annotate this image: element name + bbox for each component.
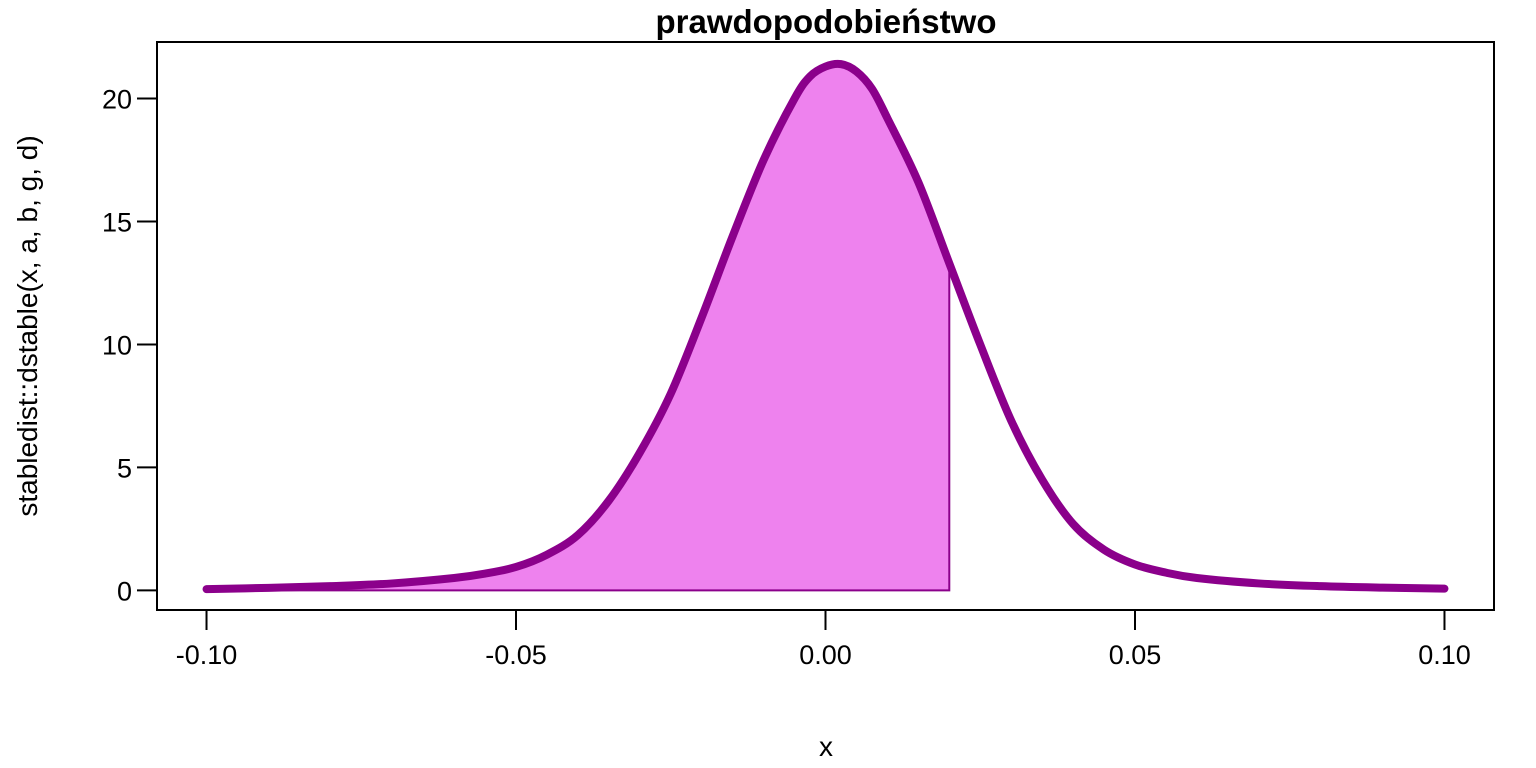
- x-tick-label: -0.10: [176, 640, 238, 670]
- x-tick-label: 0.05: [1109, 640, 1162, 670]
- chart-title: prawdopodobieństwo: [656, 3, 997, 40]
- density-curve: [202, 59, 1449, 594]
- x-tick-label: -0.05: [485, 640, 547, 670]
- x-axis-title: x: [819, 731, 833, 762]
- y-tick-label: 0: [117, 576, 132, 606]
- y-tick-label: 10: [102, 330, 132, 360]
- plot-area: [202, 59, 1449, 594]
- y-tick-label: 15: [102, 207, 132, 237]
- x-tick-label: 0.00: [799, 640, 852, 670]
- x-axis: -0.10 -0.05 0.00 0.05 0.10: [176, 609, 1471, 670]
- y-axis: 0 5 10 15 20: [102, 85, 158, 606]
- y-tick-label: 5: [117, 453, 132, 483]
- x-tick-label: 0.10: [1418, 640, 1471, 670]
- y-axis-title: stabledist::dstable(x, a, b, g, d): [12, 135, 43, 516]
- y-tick-label: 20: [102, 85, 132, 115]
- shaded-area: [205, 63, 951, 592]
